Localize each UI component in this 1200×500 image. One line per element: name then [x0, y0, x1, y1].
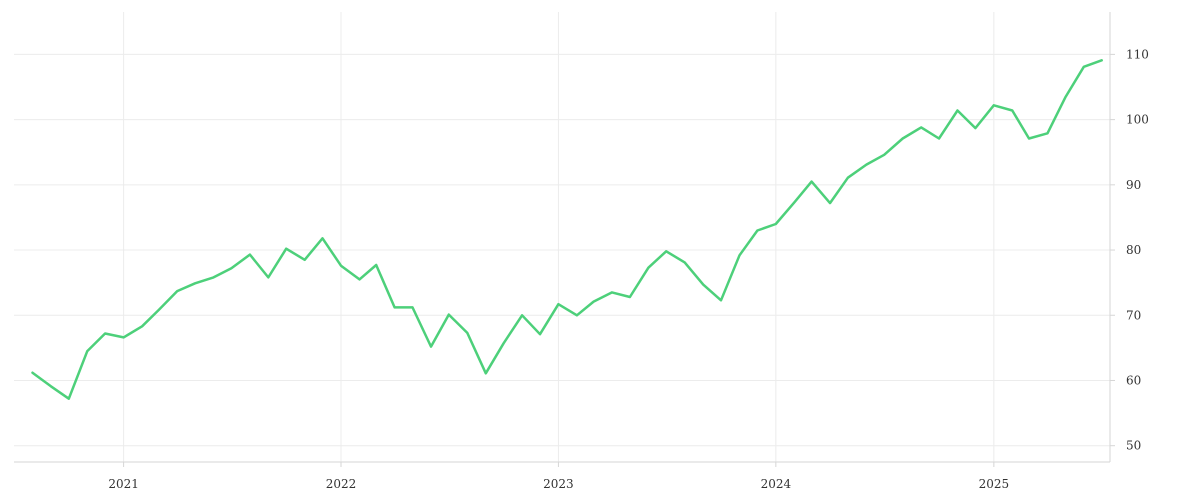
- series-line: [31, 59, 1103, 400]
- x-tick-label: 2021: [108, 477, 139, 491]
- axis-layer: [14, 12, 1115, 467]
- x-tick-label: 2024: [761, 477, 792, 491]
- y-tick-label: 110: [1126, 47, 1149, 61]
- grid-layer: [14, 12, 1110, 462]
- label-layer: 50 60 70 80 90 100 110 2021 2022 2023 2024 2025: [108, 47, 1149, 491]
- y-tick-label: 70: [1126, 308, 1141, 322]
- y-tick-label: 90: [1126, 178, 1141, 192]
- y-tick-label: 80: [1126, 243, 1141, 257]
- y-tick-label: 100: [1126, 113, 1149, 127]
- series-layer: [31, 59, 1103, 400]
- y-tick-label: 60: [1126, 373, 1141, 387]
- x-tick-label: 2025: [979, 477, 1010, 491]
- x-tick-label: 2022: [326, 477, 357, 491]
- x-tick-label: 2023: [543, 477, 574, 491]
- y-tick-label: 50: [1126, 439, 1141, 453]
